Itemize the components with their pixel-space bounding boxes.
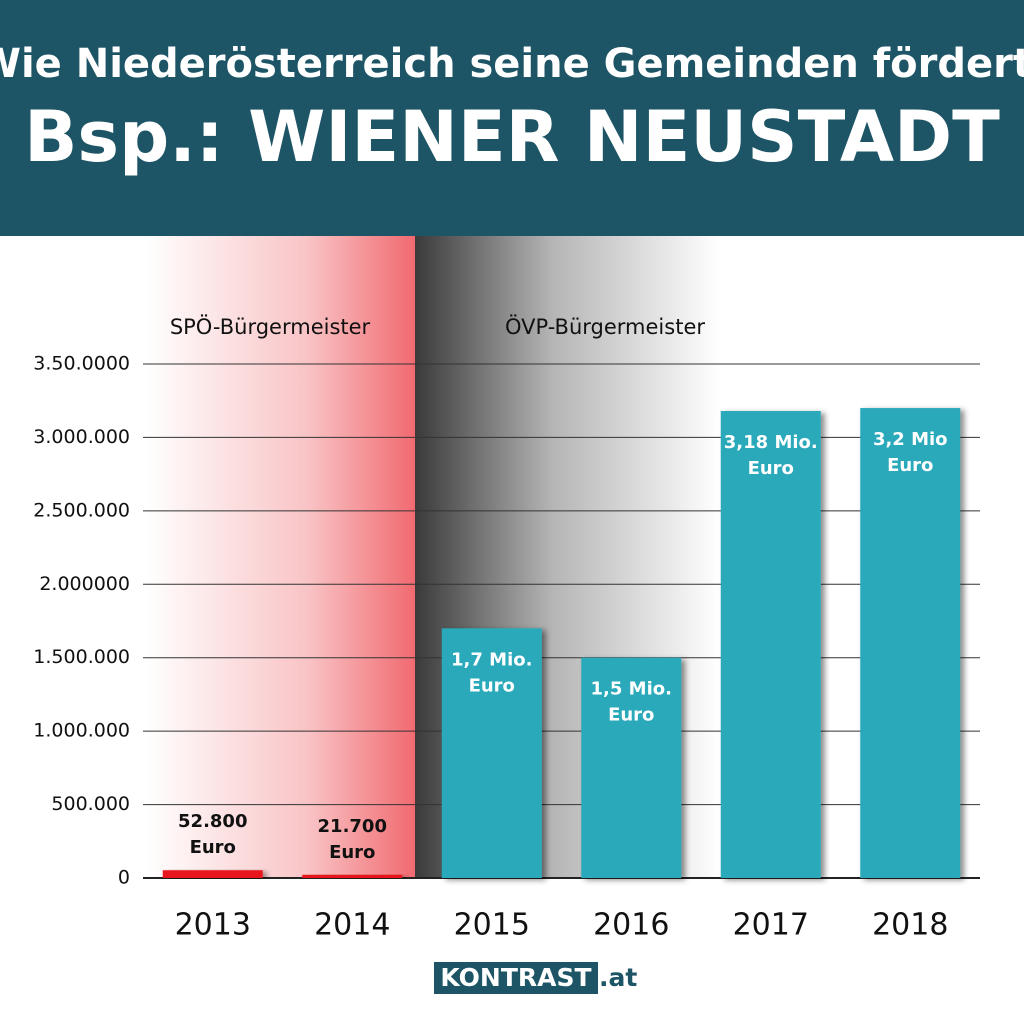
chart-subtitle: Bsp.: WIENER NEUSTADT	[24, 96, 1000, 178]
value-label: 1,5 Mio. Euro	[591, 679, 672, 726]
x-tick-label: 2014	[314, 908, 390, 943]
logo-domain: .at	[599, 963, 637, 992]
value-label: 3,18 Mio. Euro	[724, 432, 818, 479]
chart-title: Wie Niederösterreich seine Gemeinden för…	[0, 41, 1024, 87]
y-tick-label: 0	[118, 867, 130, 889]
logo-box	[434, 962, 598, 994]
value-label: 21.700 Euro	[318, 816, 387, 863]
x-tick-label: 2017	[733, 908, 809, 943]
bar	[581, 657, 682, 878]
bar	[302, 874, 403, 878]
annotation: ÖVP-Bürgermeister	[505, 314, 705, 339]
y-tick-label: 1.500.000	[33, 646, 130, 668]
bar	[860, 408, 961, 878]
spo-region	[145, 236, 415, 878]
bar	[162, 870, 263, 878]
value-label: 1,7 Mio. Euro	[451, 649, 532, 696]
value-label: 52.800 Euro	[178, 811, 247, 858]
y-tick-label: 500.000	[51, 793, 130, 815]
y-tick-label: 1.000.000	[33, 720, 130, 742]
y-tick-label: 3.50.0000	[33, 353, 130, 375]
bar	[720, 410, 821, 878]
x-tick-label: 2013	[175, 908, 251, 943]
value-label: 3,2 Mio Euro	[873, 429, 948, 476]
y-tick-label: 3.000.000	[33, 426, 130, 448]
annotation: SPÖ-Bürgermeister	[170, 314, 371, 339]
x-tick-label: 2016	[593, 908, 669, 943]
x-tick-label: 2015	[454, 908, 530, 943]
x-tick-label: 2018	[872, 908, 948, 943]
y-tick-label: 2.500.000	[33, 499, 130, 521]
y-tick-label: 2.000000	[39, 573, 130, 595]
bar	[441, 628, 542, 878]
header	[0, 0, 1024, 236]
logo: KONTRAST	[440, 963, 591, 992]
